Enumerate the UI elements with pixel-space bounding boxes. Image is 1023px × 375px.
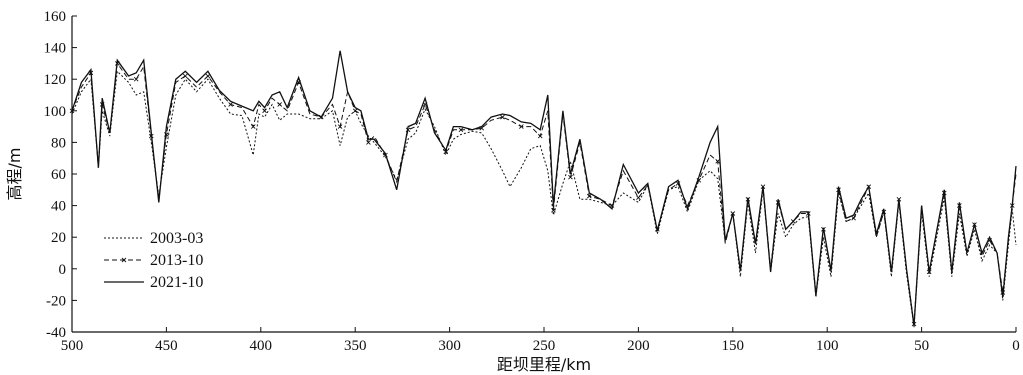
- series-point-2013-10: [568, 174, 573, 180]
- y-axis-label: 高程/m: [5, 148, 24, 201]
- x-axis-label: 距坝里程/km: [497, 355, 591, 374]
- series-point-2013-10: [551, 208, 556, 213]
- y-tick-label: 40: [51, 199, 66, 215]
- x-tick-label: 200: [627, 338, 650, 354]
- legend-label-2003-03: 2003-03: [150, 230, 203, 247]
- series-point-2013-10: [337, 124, 343, 129]
- y-tick-label: 100: [44, 104, 67, 120]
- series-point-2013-10: [851, 215, 856, 221]
- x-tick-label: 450: [155, 338, 178, 354]
- x-tick-label: 400: [250, 338, 273, 354]
- series-point-2013-10: [443, 149, 449, 155]
- x-tick-label: 150: [722, 338, 745, 354]
- legend: 2003-03 2013-10 2021-10: [104, 230, 203, 291]
- series-point-2013-10: [182, 73, 188, 79]
- x-tick-label: 250: [533, 338, 556, 354]
- legend-label-2021-10: 2021-10: [150, 274, 203, 291]
- series-point-2013-10: [500, 114, 505, 120]
- series-layer: [69, 50, 1017, 328]
- series-point-2013-10: [366, 140, 371, 145]
- series-point-2013-10: [352, 108, 358, 114]
- series-point-2013-10: [133, 76, 139, 82]
- x-tick-label: 500: [61, 338, 84, 354]
- y-tick-label: 0: [59, 262, 67, 278]
- series-line-2013-10: [71, 62, 1017, 325]
- series-line-2003-03: [71, 70, 1017, 328]
- series-point-2013-10: [277, 102, 282, 107]
- series-point-2013-10: [586, 193, 592, 199]
- y-tick-label: 140: [44, 41, 67, 57]
- y-tick-label: -40: [46, 325, 66, 341]
- series-point-2013-10: [715, 159, 721, 164]
- x-tick-label: 50: [914, 338, 929, 354]
- series-point-2013-10: [537, 133, 543, 139]
- x-tick-label: 0: [1012, 338, 1020, 354]
- y-tick-label: 160: [44, 9, 67, 25]
- x-tick-label: 100: [816, 338, 839, 354]
- series-point-2013-10: [228, 102, 233, 107]
- y-tick-label: 20: [51, 230, 66, 246]
- y-tick-label: 120: [44, 72, 67, 88]
- series-point-2013-10: [458, 127, 464, 133]
- series-point-2013-10: [519, 124, 524, 129]
- y-tick-label: 80: [51, 135, 66, 151]
- x-tick-label: 300: [438, 338, 461, 354]
- series-point-2013-10: [250, 124, 256, 129]
- series-line-2021-10: [71, 50, 1017, 326]
- y-tick-label: -20: [46, 293, 66, 309]
- x-tick-label: 350: [344, 338, 367, 354]
- series-point-2013-10: [636, 195, 641, 201]
- y-tick-label: 60: [51, 167, 66, 183]
- series-point-2013-10: [262, 108, 267, 114]
- legend-marker: [121, 257, 127, 263]
- legend-label-2013-10: 2013-10: [150, 252, 203, 269]
